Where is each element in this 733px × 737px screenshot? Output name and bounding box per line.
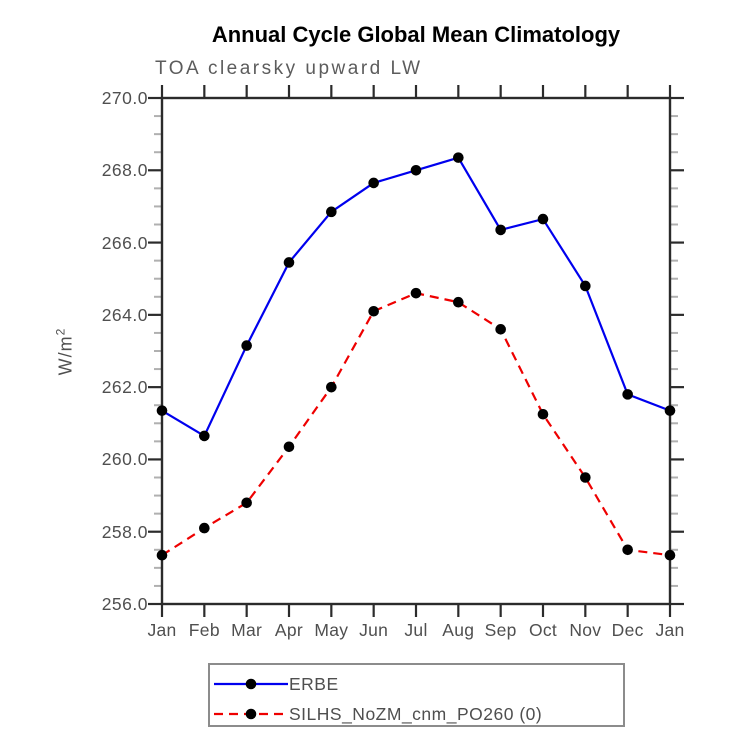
y-tick-label: 270.0 bbox=[101, 88, 148, 108]
data-point-marker bbox=[622, 544, 633, 556]
y-tick-label: 256.0 bbox=[101, 594, 148, 614]
data-point-marker bbox=[453, 296, 464, 308]
x-tick-label: Aug bbox=[442, 620, 475, 640]
chart-title: Annual Cycle Global Mean Climatology bbox=[211, 22, 621, 47]
legend-item-silhs: SILHS_NoZM_cnm_PO260 (0) bbox=[213, 703, 543, 724]
x-tick-label: Sep bbox=[484, 620, 517, 640]
x-tick-label: Feb bbox=[188, 620, 220, 640]
legend-label-silhs: SILHS_NoZM_cnm_PO260 (0) bbox=[289, 703, 543, 724]
data-point-marker bbox=[156, 405, 168, 416]
x-tick-label: Jun bbox=[359, 620, 389, 640]
data-point-marker bbox=[326, 381, 337, 393]
y-tick-label: 264.0 bbox=[101, 304, 148, 325]
legend-label-erbe: ERBE bbox=[289, 673, 339, 694]
legend: ERBE SILHS_NoZM_cnm_PO260 (0) bbox=[208, 663, 625, 727]
data-point-marker bbox=[410, 164, 422, 176]
erbe-line-sample bbox=[214, 678, 288, 690]
data-point-marker bbox=[283, 441, 295, 453]
x-tick-label: Jul bbox=[404, 620, 428, 640]
x-tick-label: Dec bbox=[611, 620, 644, 640]
data-point-marker bbox=[622, 389, 633, 400]
data-point-marker bbox=[326, 206, 337, 218]
data-point-marker bbox=[156, 549, 168, 561]
x-tick-label: Jan bbox=[147, 620, 177, 640]
data-point-marker bbox=[199, 522, 210, 534]
data-point-marker bbox=[495, 324, 506, 335]
y-tick-label: 258.0 bbox=[101, 521, 148, 542]
data-point-marker bbox=[537, 408, 549, 420]
x-tick-label: Nov bbox=[569, 620, 602, 640]
y-tick-label: 266.0 bbox=[101, 232, 148, 253]
data-point-marker bbox=[580, 472, 591, 483]
silhs-line-sample bbox=[214, 708, 288, 720]
y-tick-label: 262.0 bbox=[101, 377, 148, 398]
data-point-marker bbox=[495, 224, 506, 236]
data-point-marker bbox=[241, 497, 252, 509]
x-tick-label: Apr bbox=[274, 620, 304, 640]
data-point-marker bbox=[241, 340, 252, 351]
x-tick-label: Oct bbox=[528, 620, 558, 640]
y-tick-label: 260.0 bbox=[101, 449, 148, 470]
data-point-marker bbox=[199, 430, 210, 442]
x-tick-label: Jan bbox=[655, 620, 685, 640]
data-point-marker bbox=[664, 549, 676, 561]
data-point-marker bbox=[537, 213, 549, 225]
legend-item-erbe: ERBE bbox=[213, 673, 339, 694]
y-tick-label: 268.0 bbox=[101, 160, 148, 181]
x-tick-label: Mar bbox=[231, 620, 263, 640]
data-point-marker bbox=[368, 177, 379, 189]
chart-subtitle: TOA clearsky upward LW bbox=[155, 58, 423, 79]
data-point-marker bbox=[453, 152, 464, 163]
data-point-marker bbox=[580, 280, 591, 292]
data-point-marker bbox=[368, 305, 379, 317]
series-line-1 bbox=[161, 292, 671, 557]
data-point-marker bbox=[410, 287, 422, 299]
legend-marker bbox=[245, 678, 257, 690]
data-point-marker bbox=[283, 257, 295, 268]
plot-frame bbox=[160, 96, 672, 606]
x-tick-label: May bbox=[314, 620, 349, 640]
data-point-marker bbox=[664, 405, 676, 416]
legend-marker bbox=[245, 708, 257, 720]
